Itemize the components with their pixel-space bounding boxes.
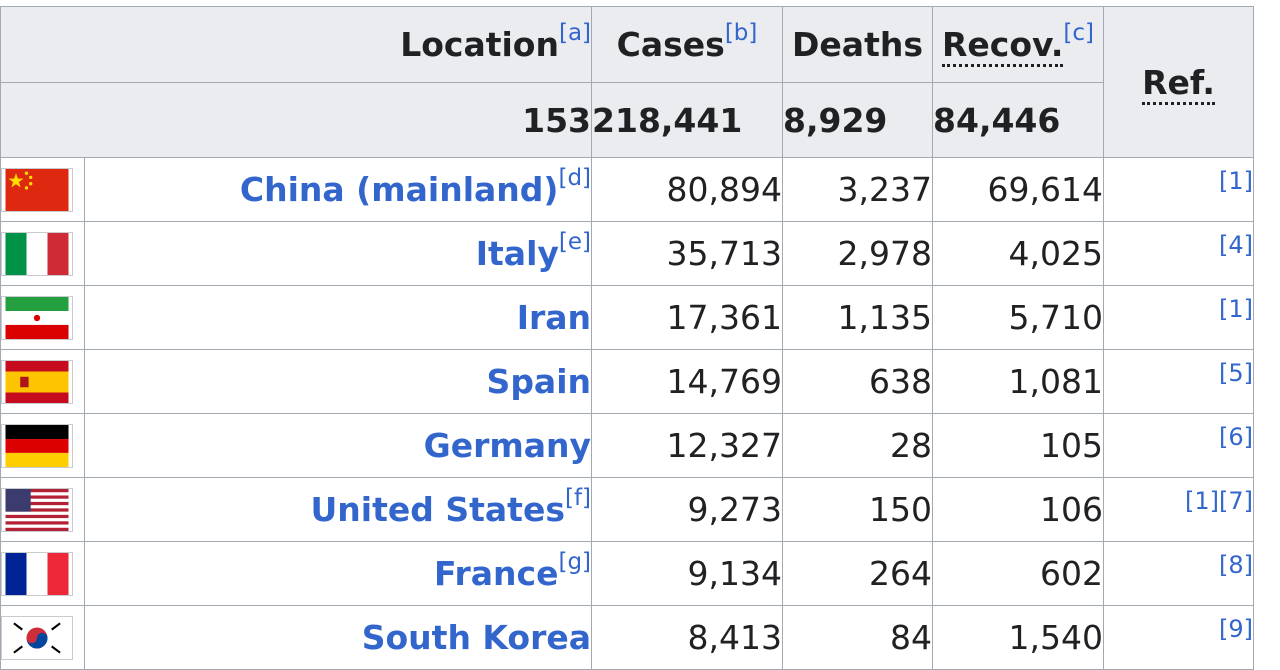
recovered-cell: 1,540 bbox=[932, 605, 1105, 670]
deaths-cell: 2,978 bbox=[782, 221, 934, 286]
location-link[interactable]: France bbox=[434, 554, 559, 593]
reference-link[interactable]: [6] bbox=[1219, 423, 1254, 451]
covid-cases-table: Location[a] Cases[b] Deaths Recov.[c] Re… bbox=[0, 6, 1255, 670]
ref-column-header[interactable]: Ref. bbox=[1103, 6, 1255, 158]
reference-link[interactable]: [9] bbox=[1219, 615, 1254, 643]
cases-cell: 9,134 bbox=[591, 541, 784, 606]
location-note[interactable]: [f] bbox=[564, 485, 592, 511]
iran-flag-icon[interactable] bbox=[1, 295, 73, 340]
cases-note[interactable]: [b] bbox=[724, 20, 758, 46]
table-row: United States[f] 9,273 150 106 [1][7] bbox=[0, 477, 1255, 542]
deaths-cell: 264 bbox=[782, 541, 934, 606]
usa-flag-icon[interactable] bbox=[1, 487, 73, 532]
recovered-cell: 105 bbox=[932, 413, 1105, 478]
south-korea-flag-icon[interactable] bbox=[1, 615, 73, 660]
table-row: Germany 12,327 28 105 [6] bbox=[0, 413, 1255, 478]
reference-link[interactable]: [5] bbox=[1219, 359, 1254, 387]
flag-cell bbox=[0, 285, 85, 350]
cases-cell: 12,327 bbox=[591, 413, 784, 478]
total-locations: 153 bbox=[0, 82, 593, 158]
table-row: China (mainland)[d] 80,894 3,237 69,614 … bbox=[0, 157, 1255, 222]
deaths-cell: 638 bbox=[782, 349, 934, 414]
table-row: Iran 17,361 1,135 5,710 [1] bbox=[0, 285, 1255, 350]
flag-cell bbox=[0, 349, 85, 414]
location-link[interactable]: Iran bbox=[516, 298, 592, 337]
cases-cell: 35,713 bbox=[591, 221, 784, 286]
recovered-cell: 106 bbox=[932, 477, 1105, 542]
recovered-cell: 1,081 bbox=[932, 349, 1105, 414]
cases-column-header[interactable]: Cases[b] bbox=[591, 6, 784, 83]
recovered-column-header[interactable]: Recov.[c] bbox=[932, 6, 1105, 83]
recovered-cell: 4,025 bbox=[932, 221, 1105, 286]
deaths-cell: 28 bbox=[782, 413, 934, 478]
table-row: South Korea 8,413 84 1,540 [9] bbox=[0, 605, 1255, 670]
location-link[interactable]: South Korea bbox=[361, 618, 592, 657]
recovered-cell: 5,710 bbox=[932, 285, 1105, 350]
location-column-header[interactable]: Location[a] bbox=[0, 6, 593, 83]
location-link[interactable]: Italy bbox=[475, 234, 559, 273]
cases-cell: 17,361 bbox=[591, 285, 784, 350]
cases-cell: 9,273 bbox=[591, 477, 784, 542]
flag-cell bbox=[0, 605, 85, 670]
flag-cell bbox=[0, 157, 85, 222]
location-note[interactable]: [a] bbox=[558, 20, 592, 46]
deaths-cell: 1,135 bbox=[782, 285, 934, 350]
reference-link[interactable]: [8] bbox=[1219, 551, 1254, 579]
location-link[interactable]: China (mainland) bbox=[239, 170, 559, 209]
deaths-column-header[interactable]: Deaths bbox=[782, 6, 934, 83]
reference-link[interactable]: [1] bbox=[1219, 167, 1254, 195]
location-link[interactable]: Germany bbox=[423, 426, 592, 465]
location-note[interactable]: [d] bbox=[558, 165, 592, 191]
recovered-cell: 602 bbox=[932, 541, 1105, 606]
china-flag-icon[interactable] bbox=[1, 167, 73, 212]
reference-link[interactable]: [1][7] bbox=[1185, 487, 1254, 515]
flag-cell bbox=[0, 413, 85, 478]
cases-cell: 80,894 bbox=[591, 157, 784, 222]
location-link[interactable]: United States bbox=[310, 490, 565, 529]
recov-note[interactable]: [c] bbox=[1063, 20, 1094, 46]
flag-cell bbox=[0, 221, 85, 286]
location-note[interactable]: [e] bbox=[558, 229, 592, 255]
total-cases: 218,441 bbox=[591, 82, 784, 158]
recovered-cell: 69,614 bbox=[932, 157, 1105, 222]
reference-link[interactable]: [1] bbox=[1219, 295, 1254, 323]
location-link[interactable]: Spain bbox=[486, 362, 592, 401]
italy-flag-icon[interactable] bbox=[1, 231, 73, 276]
table-row: France[g] 9,134 264 602 [8] bbox=[0, 541, 1255, 606]
table-row: Italy[e] 35,713 2,978 4,025 [4] bbox=[0, 221, 1255, 286]
reference-link[interactable]: [4] bbox=[1219, 231, 1254, 259]
deaths-cell: 150 bbox=[782, 477, 934, 542]
france-flag-icon[interactable] bbox=[1, 551, 73, 596]
location-note[interactable]: [g] bbox=[558, 549, 592, 575]
cases-cell: 14,769 bbox=[591, 349, 784, 414]
deaths-cell: 3,237 bbox=[782, 157, 934, 222]
deaths-cell: 84 bbox=[782, 605, 934, 670]
germany-flag-icon[interactable] bbox=[1, 423, 73, 468]
cases-cell: 8,413 bbox=[591, 605, 784, 670]
total-recovered: 84,446 bbox=[932, 82, 1105, 158]
spain-flag-icon[interactable] bbox=[1, 359, 73, 404]
total-deaths: 8,929 bbox=[782, 82, 934, 158]
flag-cell bbox=[0, 477, 85, 542]
flag-cell bbox=[0, 541, 85, 606]
table-row: Spain 14,769 638 1,081 [5] bbox=[0, 349, 1255, 414]
